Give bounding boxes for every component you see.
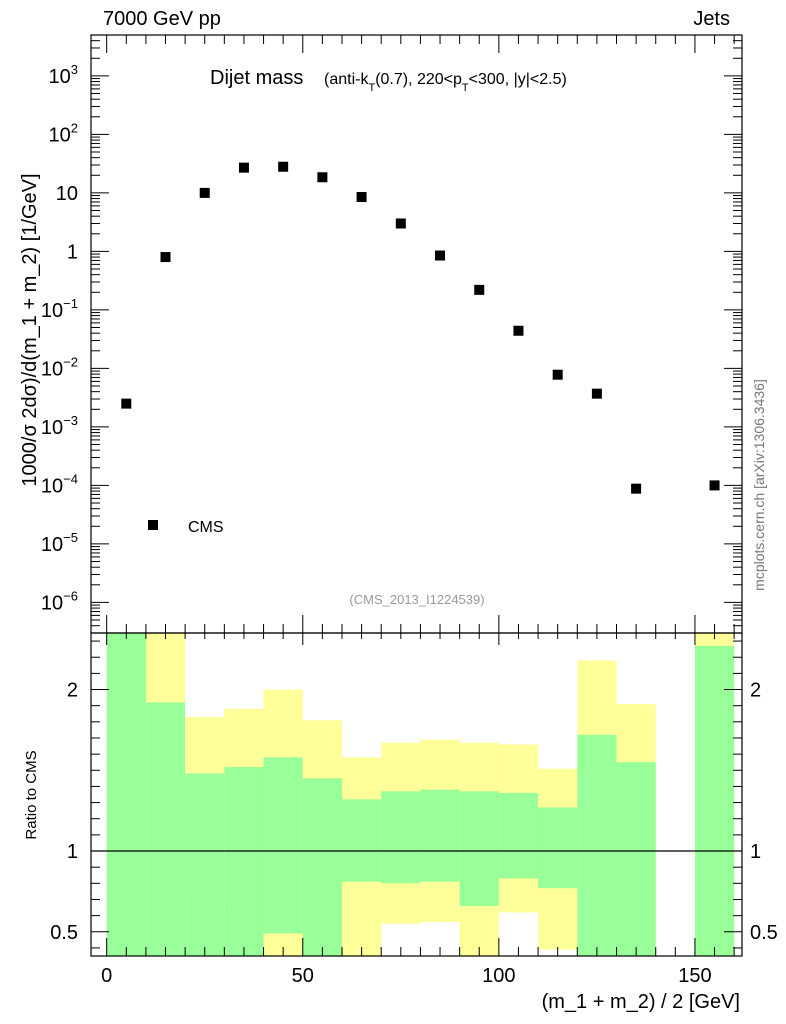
main-data-points — [121, 161, 720, 494]
ratio-green-band-7 — [381, 791, 421, 884]
main-ytick-label-9: 103 — [49, 62, 78, 88]
data-point-0 — [121, 398, 132, 409]
ratio-green-band-3 — [224, 767, 264, 956]
data-point-1 — [160, 252, 171, 263]
data-point-2 — [199, 187, 210, 198]
ratio-green-band-5 — [302, 778, 342, 956]
data-point-13 — [631, 483, 642, 494]
xtick-label-1: 50 — [292, 965, 314, 987]
xtick-label-2: 100 — [482, 965, 515, 987]
main-ytick-label-4: 10−2 — [41, 354, 78, 380]
ratio-green-band-2 — [185, 773, 225, 956]
main-ytick-label-7: 10 — [56, 183, 78, 205]
data-point-14 — [709, 480, 720, 491]
ratio-ytick-label-right-2: 2 — [750, 680, 761, 702]
data-point-10 — [513, 325, 524, 336]
main-ytick-label-0: 10−6 — [41, 588, 78, 614]
header-jets-label: Jets — [693, 8, 730, 30]
main-ytick-label-5: 10−1 — [41, 296, 78, 322]
ratio-green-band-1 — [145, 702, 186, 956]
title-detail-prefix: (anti-k — [324, 71, 369, 88]
ratio-green-band-12 — [577, 734, 617, 956]
analysis-id: (CMS_2013_I1224539) — [349, 592, 484, 607]
ratio-green-band-10 — [498, 792, 539, 879]
ratio-green-band-0 — [106, 633, 146, 956]
x-axis-label: (m_1 + m_2) / 2 [GeV] — [542, 991, 740, 1013]
main-ytick-label-3: 10−3 — [41, 413, 78, 439]
data-point-11 — [552, 369, 563, 380]
legend-marker — [148, 520, 158, 530]
data-point-3 — [238, 162, 249, 173]
data-point-8 — [435, 250, 446, 261]
title-detail-sub1: T — [368, 82, 375, 94]
data-point-5 — [317, 172, 328, 183]
ratio-ytick-label-left-1: 1 — [67, 841, 78, 863]
ratio-green-band-9 — [459, 791, 499, 906]
main-y-axis-label: 1000/σ 2dσ)/d(m_1 + m_2) [1/GeV] — [19, 173, 41, 486]
axis-ticks — [91, 34, 742, 956]
xtick-label-0: 0 — [101, 965, 112, 987]
side-source-label: mcplots.cern.ch [arXiv:1306.3436] — [751, 379, 767, 591]
main-frame — [90, 34, 743, 634]
header-energy-label: 7000 GeV pp — [103, 8, 221, 30]
data-point-9 — [474, 284, 485, 295]
title-detail: (anti-kT(0.7), 220<pT<300, |y|<2.5) — [324, 71, 567, 94]
ratio-frame — [90, 632, 743, 957]
ratio-green-band-6 — [341, 799, 382, 882]
main-ytick-label-8: 102 — [49, 120, 78, 146]
title-main: Dijet mass — [210, 67, 303, 89]
axis-tick-labels: 10−6 10−5 10−4 10−3 10−2 10−1 1 10 102 103 0 50 100 1… — [41, 62, 778, 987]
main-ytick-label-2: 10−4 — [41, 471, 78, 497]
legend-label: CMS — [188, 519, 224, 536]
ratio-bands — [106, 633, 735, 956]
data-point-7 — [395, 218, 406, 229]
data-point-6 — [356, 192, 367, 203]
ratio-ytick-label-right-0: 0.5 — [750, 922, 778, 944]
xtick-label-3: 150 — [678, 965, 711, 987]
main-ytick-label-1: 10−5 — [41, 530, 78, 556]
ratio-green-band-13 — [616, 762, 656, 956]
ratio-ytick-label-left-0: 0.5 — [50, 922, 78, 944]
ratio-ytick-label-left-2: 2 — [67, 680, 78, 702]
ratio-ytick-label-right-1: 1 — [750, 841, 761, 863]
ratio-green-band-14 — [694, 645, 735, 956]
ratio-green-band-8 — [420, 789, 460, 882]
main-ytick-label-6: 1 — [67, 241, 78, 263]
data-point-12 — [591, 388, 602, 399]
ratio-green-band-11 — [538, 807, 578, 889]
ratio-green-band-4 — [263, 757, 303, 934]
title-detail-sub2: T — [462, 82, 469, 94]
title-detail-suffix: <300, |y|<2.5) — [469, 71, 567, 88]
ratio-y-axis-label: Ratio to CMS — [23, 750, 40, 839]
title-detail-mid: (0.7), 220<p — [375, 71, 462, 88]
data-point-4 — [278, 161, 289, 172]
